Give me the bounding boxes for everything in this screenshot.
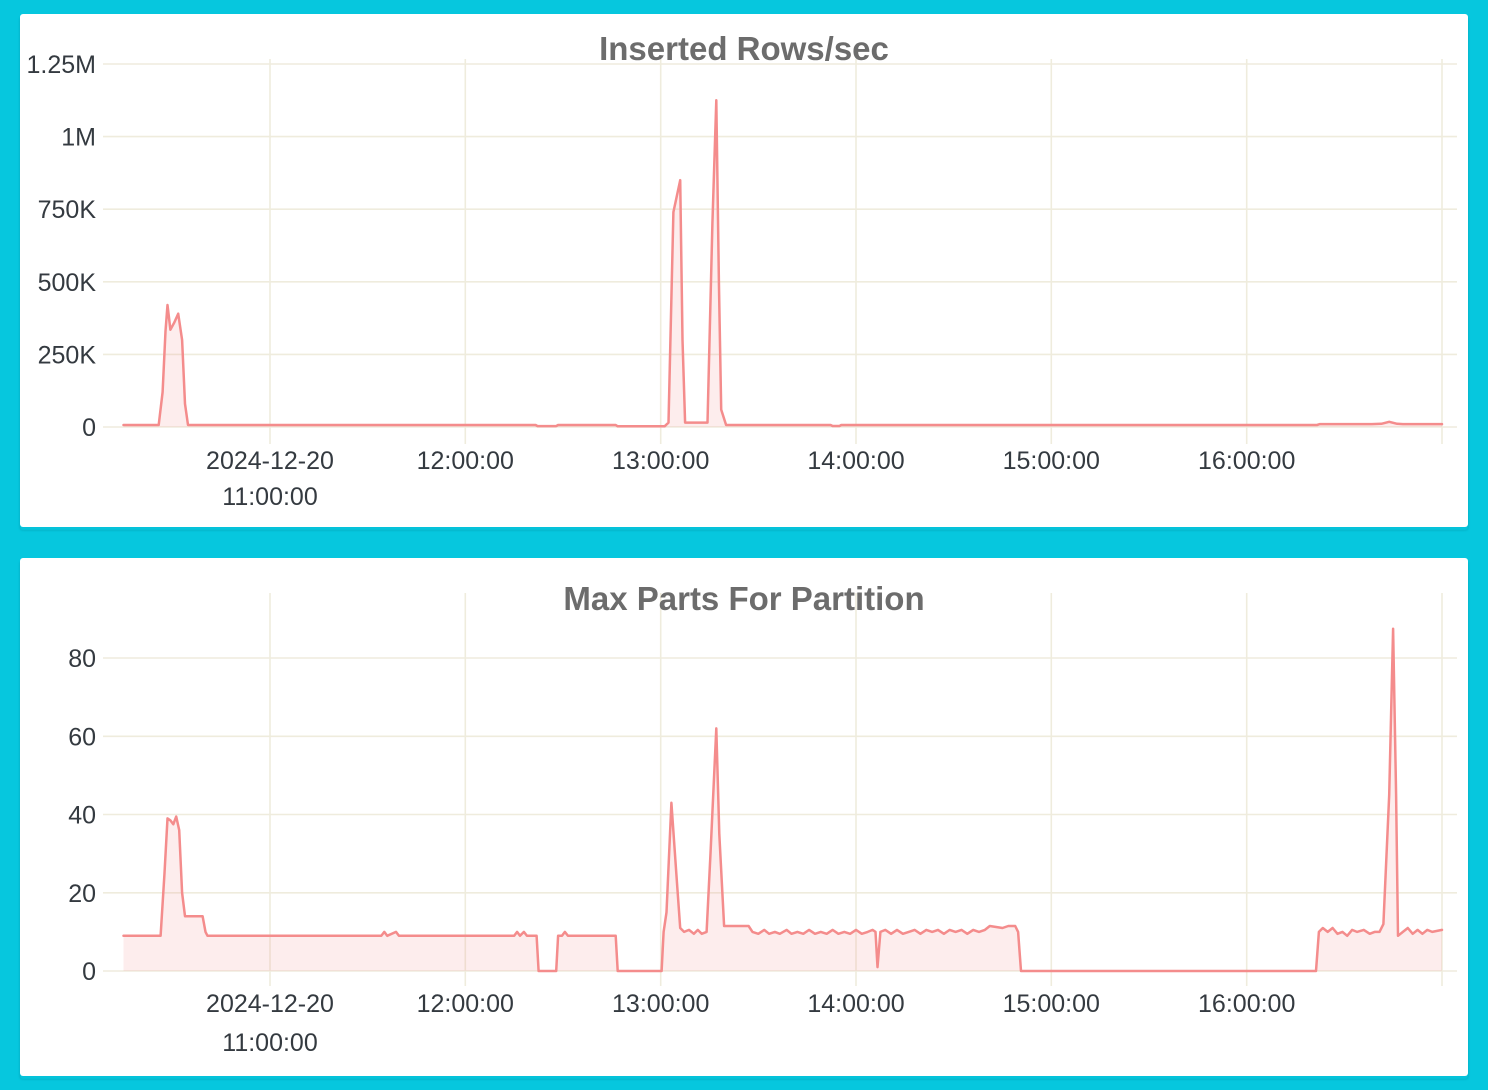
y-tick-label: 250K [38,341,97,369]
series-area [123,628,1442,971]
x-tick-label: 2024-12-20 [206,447,334,475]
x-tick-label-line2: 11:00:00 [222,1029,317,1057]
chart-title: Inserted Rows/sec [599,30,889,67]
chart-title: Max Parts For Partition [563,580,924,617]
max-parts-chart: 0 20 40 60 80 2024-12-20 11:00:00 12:00:00 13:00… [68,580,1457,1057]
y-tick-label: 1.25M [27,51,96,79]
inserted-rows-chart: 0 250K 500K 750K 1M 1.25M 2024-12-20 11:00:00 12… [27,30,1457,511]
x-tick-label: 12:00:00 [417,447,514,475]
x-tick-label-line2: 11:00:00 [222,483,317,511]
x-tick-label: 14:00:00 [807,990,904,1018]
x-tick-label: 15:00:00 [1003,990,1100,1018]
x-tick-label: 16:00:00 [1198,990,1295,1018]
y-tick-label: 80 [68,645,96,673]
x-tick-label: 16:00:00 [1198,447,1295,475]
y-tick-label: 60 [68,723,96,751]
chart-layer: 0 20 40 60 80 2024-12-20 11:00:00 12:00:00 13:00… [68,593,1457,1057]
y-tick-label: 750K [38,196,97,224]
panel-max-parts: 0 20 40 60 80 2024-12-20 11:00:00 12:00:00 13:00… [20,558,1468,1076]
chart-layer: 0 250K 500K 750K 1M 1.25M 2024-12-20 11:00:00 12… [27,51,1457,511]
series-line [122,627,1444,973]
y-tick-label: 0 [82,958,96,986]
series-line [122,99,1444,428]
x-tick-label: 14:00:00 [807,447,904,475]
x-tick-label: 15:00:00 [1003,447,1100,475]
y-tick-label: 1M [61,124,96,152]
y-tick-label: 500K [38,269,97,297]
x-tick-label: 2024-12-20 [206,990,334,1018]
x-tick-label: 12:00:00 [417,990,514,1018]
y-tick-label: 20 [68,880,96,908]
panel-inserted-rows: 0 250K 500K 750K 1M 1.25M 2024-12-20 11:00:00 12… [20,14,1468,527]
y-tick-label: 0 [82,414,96,442]
x-tick-label: 13:00:00 [612,990,709,1018]
x-tick-label: 13:00:00 [612,447,709,475]
y-tick-label: 40 [68,802,96,830]
series-area [123,100,1442,428]
